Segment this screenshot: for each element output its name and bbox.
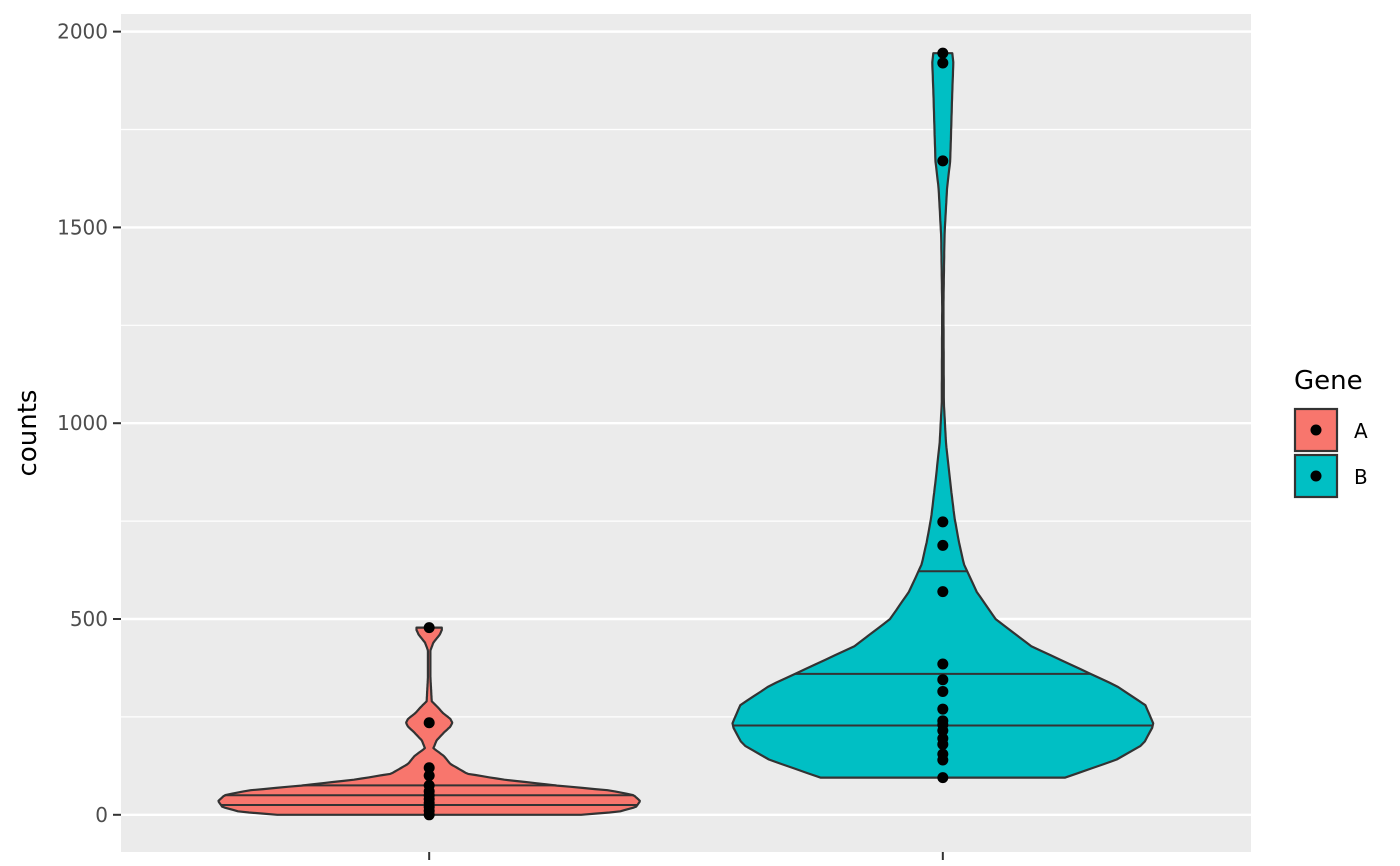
y-tick-label: 1000 (57, 411, 108, 435)
legend-label-A: A (1354, 419, 1368, 443)
y-axis: 0 500 1000 1500 2000 (57, 20, 944, 860)
legend-title: Gene (1294, 366, 1363, 396)
data-point-B (937, 772, 949, 784)
y-tick-label: 1500 (57, 215, 108, 239)
data-point-A (423, 622, 435, 634)
violin-B (731, 52, 1155, 779)
y-tick-label: 0 (95, 803, 108, 827)
data-point-B (937, 748, 949, 760)
major-gridlines (121, 30, 1251, 816)
data-point-B (937, 539, 949, 551)
data-points (423, 47, 949, 821)
legend-key-point-A (1310, 424, 1322, 436)
data-point-B (937, 586, 949, 598)
data-point-A (423, 717, 435, 729)
legend-key-B (1293, 453, 1339, 499)
data-point-B (937, 674, 949, 686)
data-point-B (937, 703, 949, 715)
data-point-B (937, 155, 949, 167)
y-axis-title: counts (13, 390, 43, 477)
data-point-B (937, 685, 949, 697)
data-point-A (423, 779, 435, 791)
data-point-B (937, 732, 949, 744)
data-point-A (423, 770, 435, 782)
data-point-B (937, 715, 949, 727)
data-point-B (937, 57, 949, 69)
legend-label-B: B (1354, 465, 1368, 489)
data-point-B (937, 658, 949, 670)
y-tick-label: 500 (70, 607, 108, 631)
legend-items: AB (1293, 407, 1368, 499)
data-point-A (423, 762, 435, 774)
legend-key-point-B (1310, 470, 1322, 482)
data-point-B (937, 47, 949, 59)
y-tick-label: 2000 (57, 20, 108, 44)
data-point-B (937, 516, 949, 528)
legend: Gene AB (1293, 366, 1368, 499)
